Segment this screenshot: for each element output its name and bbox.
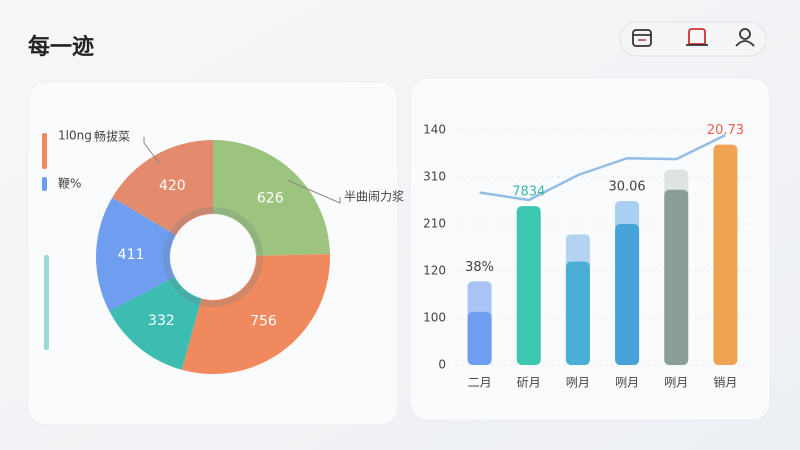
bar-chart: 0 100 120 210 310 140 二月 斫月 咧月 咧月 咧月 销月 38% 7834 30.06… [423, 123, 750, 390]
legend-swatch [42, 133, 47, 169]
y-tick-label: 140 [423, 123, 446, 137]
x-tick-label: 斫月 [517, 376, 541, 390]
bar [565, 261, 590, 365]
annotation: 7834 [512, 185, 545, 200]
bar [516, 206, 541, 365]
toolbar [619, 21, 767, 57]
slice-value-label: 332 [148, 313, 175, 329]
slice-value-label: 420 [159, 178, 186, 194]
annotation: 38% [465, 260, 494, 275]
pie-slice [213, 140, 330, 256]
scroll-indicator [44, 255, 49, 350]
y-tick-label: 120 [423, 264, 446, 278]
bell-icon[interactable] [686, 28, 708, 46]
annotation: 30.06 [608, 179, 645, 194]
bar [664, 189, 689, 365]
pie-slice [95, 197, 176, 312]
y-tick-label: 100 [423, 311, 446, 325]
callout-line [287, 179, 341, 204]
x-tick-label: 二月 [468, 376, 492, 390]
bar [713, 144, 738, 365]
bar [615, 224, 640, 365]
pie-slice [112, 140, 213, 236]
legend-label: 鞭% [58, 177, 81, 191]
y-tick-label: 0 [438, 358, 446, 372]
x-tick-label: 咧月 [566, 376, 590, 390]
annotation: 20.73 [707, 123, 744, 138]
slice-category-label: 半曲闹力浆 [344, 189, 404, 204]
x-tick-label: 销月 [713, 376, 737, 390]
user-icon[interactable] [735, 28, 755, 47]
toolbar-pill [619, 21, 767, 57]
slice-value-label: 626 [257, 190, 284, 206]
trend-line [479, 134, 726, 202]
page-title: 每一迹 [28, 34, 94, 60]
pie-card [27, 81, 399, 426]
donut-ring [163, 207, 263, 307]
y-tick-label: 310 [423, 170, 446, 184]
pie-slice [181, 254, 331, 374]
slice-value-label: 756 [250, 314, 277, 330]
x-tick-label: 咧月 [615, 376, 639, 390]
legend-label: 1l0ng [58, 129, 92, 143]
slice-category-label: 畅拔菜 [94, 129, 130, 144]
callout-line [143, 137, 161, 165]
legend-swatch [42, 177, 47, 191]
calendar-icon[interactable] [632, 29, 652, 47]
slice-value-label: 411 [118, 247, 145, 263]
x-tick-label: 咧月 [664, 376, 688, 390]
bar [467, 311, 492, 365]
pie-slice [109, 276, 202, 370]
y-tick-label: 210 [423, 217, 446, 231]
